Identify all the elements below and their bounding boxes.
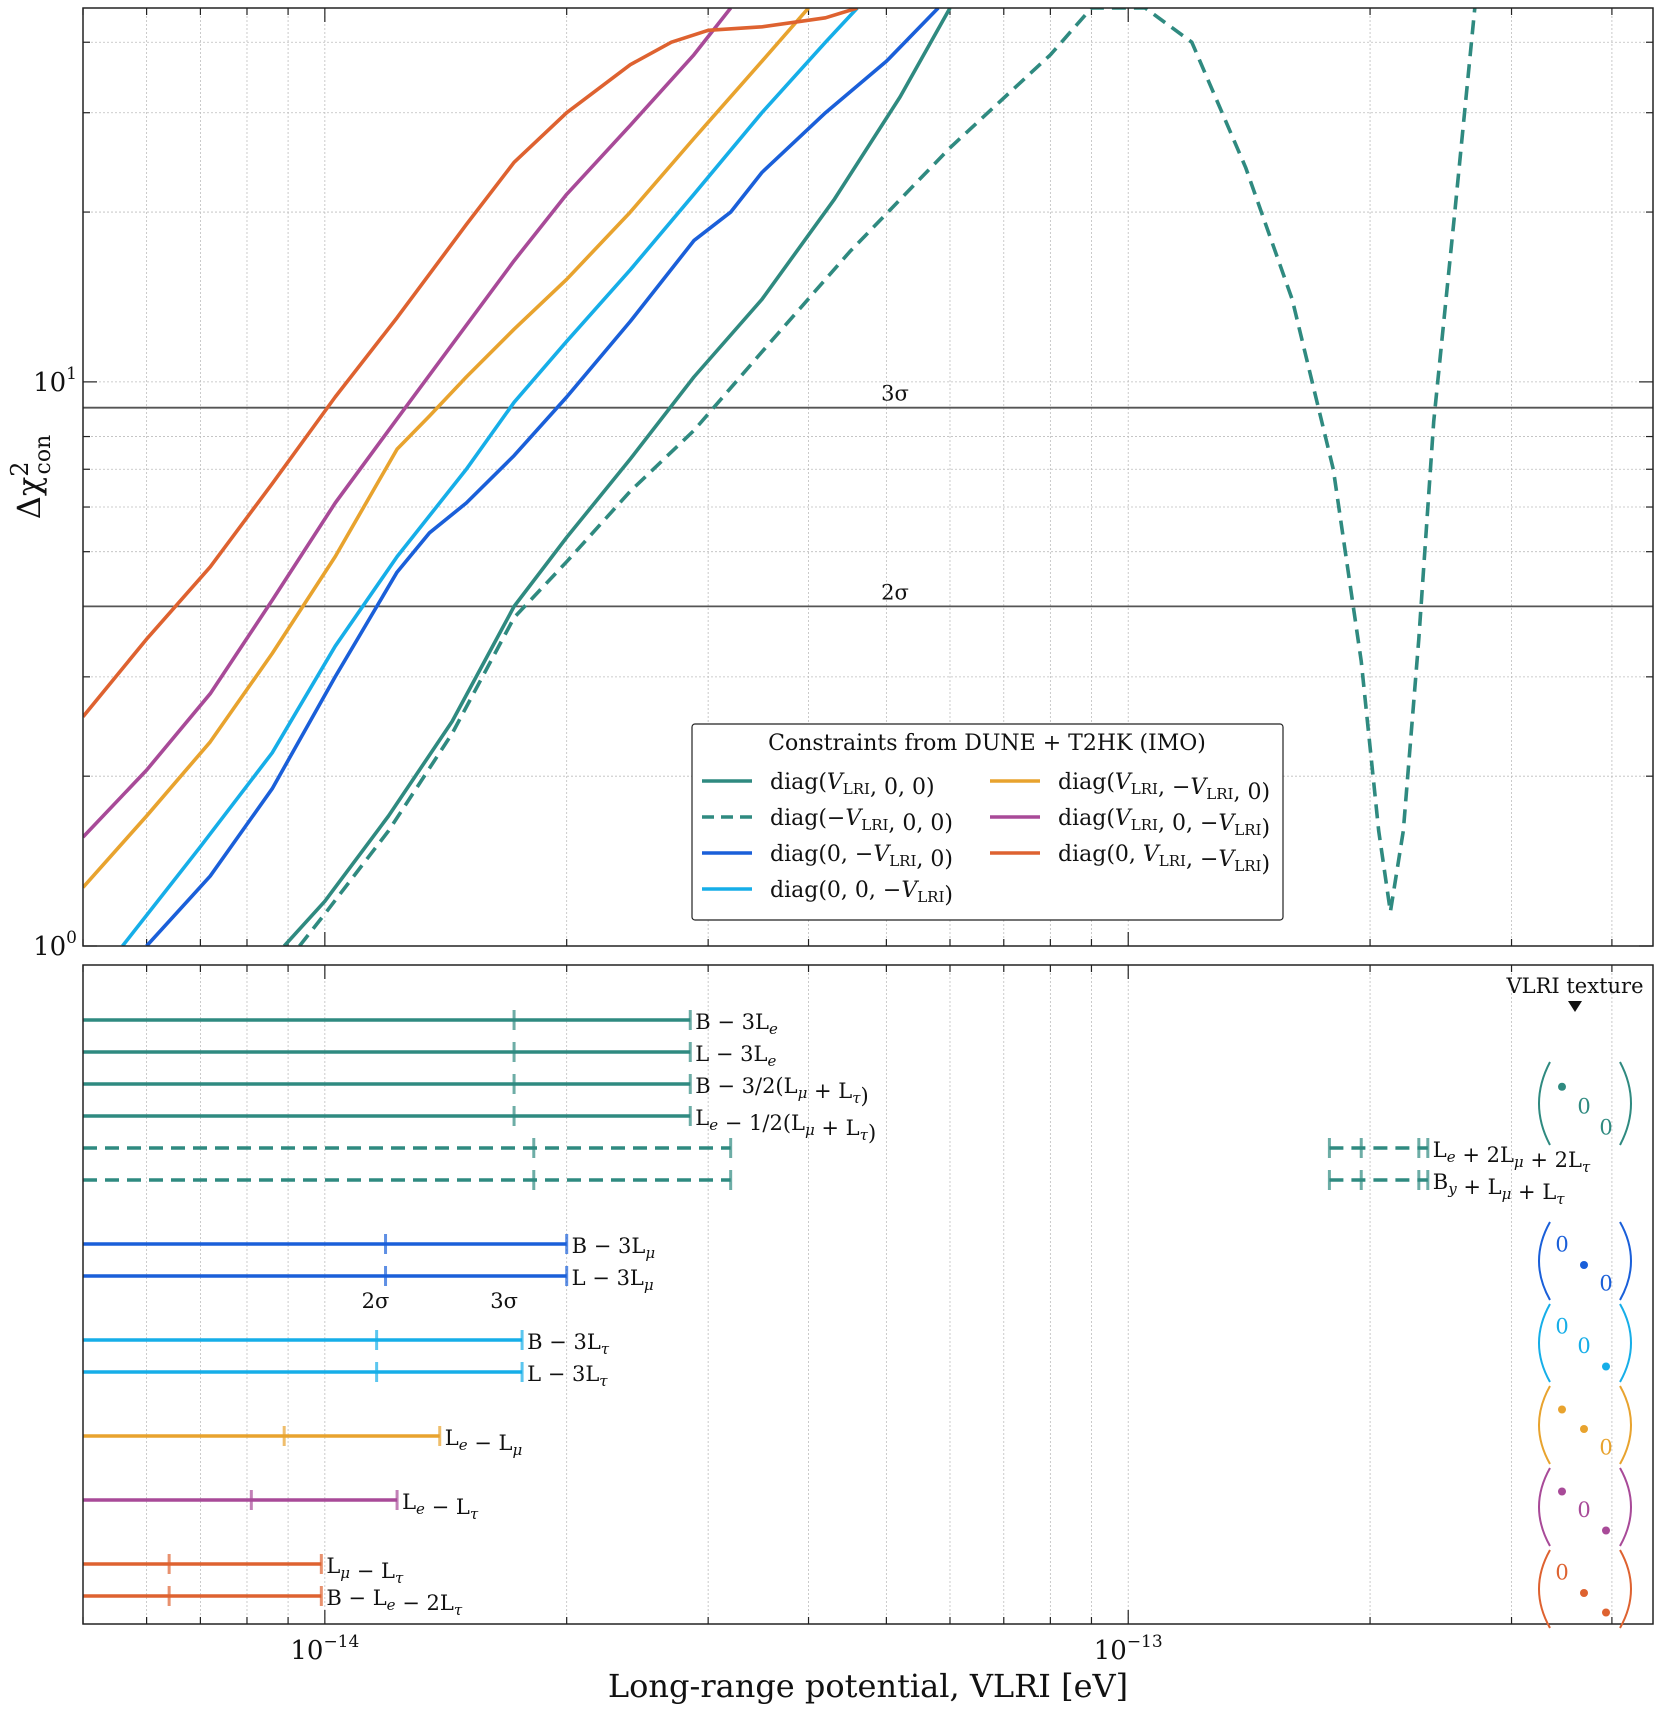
range-bar-label: Le − Lμ <box>445 1426 522 1459</box>
top-y-ticks: 100 101 <box>33 364 77 962</box>
legend-entry-label: diag(VLRI, 0, −VLRI) <box>1058 806 1270 841</box>
range-bars <box>83 1010 1430 1606</box>
x-tick-label: 10−14 <box>290 1632 359 1666</box>
matrix-entry-zero: 0 <box>1599 1115 1612 1139</box>
matrix-paren-right <box>1619 1221 1632 1301</box>
matrix-entry-zero: 0 <box>1599 1436 1612 1460</box>
range-bar-label: B − 3Le <box>695 1010 778 1038</box>
legend-entry-label: diag(VLRI, 0, 0) <box>770 770 935 800</box>
matrix-entry-dot <box>1602 1362 1610 1371</box>
sigma-label: 3σ <box>490 1289 518 1313</box>
matrix-entry-dot <box>1602 1526 1610 1535</box>
matrix-entry-zero: 0 <box>1577 1334 1590 1358</box>
range-bar-label: By + Lμ + Lτ <box>1433 1170 1565 1208</box>
range-bar-label: L − 3Lμ <box>572 1266 654 1294</box>
bottom-grid <box>82 965 1613 1624</box>
series-line <box>282 8 952 946</box>
range-bar-label: B − 3Lμ <box>572 1234 655 1262</box>
legend-title: Constraints from DUNE + T2HK (IMO) <box>768 731 1206 756</box>
range-bar-label: L − 3Lτ <box>527 1362 608 1390</box>
top-panel: 3σ 2σ 100 101 Δχ2con Constraints from DUNE… <box>6 7 1654 962</box>
matrix-paren-left <box>1538 1061 1551 1146</box>
matrix-entry-dot <box>1558 1082 1566 1091</box>
top-frame <box>82 7 1654 947</box>
range-bar-label: B − Le − 2Lτ <box>326 1586 462 1619</box>
matrix-paren-left <box>1538 1467 1551 1547</box>
range-bar-label: L − 3Le <box>695 1042 776 1070</box>
matrix-paren-left <box>1538 1303 1551 1383</box>
y-tick-label: 100 <box>33 928 77 962</box>
sigma-labels: 2σ 3σ <box>362 1289 518 1313</box>
matrix-paren-left <box>1538 1549 1551 1629</box>
range-bar-label: B − 3/2(Lμ + Lτ) <box>695 1074 869 1108</box>
range-bar-label: Le + 2Lμ + 2Lτ <box>1433 1138 1591 1176</box>
legend-box <box>691 723 1284 921</box>
legend-entry-label: diag(0, VLRI, −VLRI) <box>1058 842 1270 877</box>
series-line <box>83 8 733 839</box>
range-bar-label: Le − Lτ <box>402 1490 479 1523</box>
x-axis-title: Long-range potential, VLRI [eV] <box>608 1667 1128 1705</box>
texture-header: VLRI texture <box>1505 974 1643 998</box>
matrix-paren-right <box>1619 1061 1632 1146</box>
top-series <box>83 8 1477 946</box>
y-tick-label: 101 <box>33 364 77 398</box>
matrix-entry-dot <box>1580 1261 1588 1269</box>
matrix-entry-zero: 0 <box>1555 1561 1568 1585</box>
matrix-paren-left <box>1538 1385 1551 1465</box>
texture-pointer-icon <box>1568 1001 1582 1012</box>
matrix-entry-zero: 0 <box>1555 1315 1568 1339</box>
matrix-paren-left <box>1538 1221 1551 1301</box>
range-bar-label: Le − 1/2(Lμ + Lτ) <box>695 1106 876 1145</box>
range-bar-label: B − 3Lτ <box>527 1330 610 1358</box>
matrix-entry-dot <box>1558 1405 1566 1414</box>
bottom-frame <box>82 964 1654 1625</box>
x-ticks: 10−14 10−13 <box>290 1632 1162 1666</box>
sigma-line-label: 3σ <box>881 382 909 406</box>
matrix-entry-zero: 0 <box>1577 1498 1590 1522</box>
matrix-entry-dot <box>1580 1425 1588 1433</box>
legend: Constraints from DUNE + T2HK (IMO) diag(… <box>691 723 1284 921</box>
series-line <box>298 8 1477 946</box>
matrix-entry-dot <box>1602 1608 1610 1617</box>
legend-entry-label: diag(0, −VLRI, 0) <box>770 842 953 872</box>
x-tick-label: 10−13 <box>1094 1632 1163 1666</box>
series-line <box>83 8 858 718</box>
legend-items: diag(VLRI, 0, 0) diag(−VLRI, 0, 0) diag(0,… <box>702 770 1270 908</box>
matrix-entry-dot <box>1580 1589 1588 1597</box>
sigma-line-label: 2σ <box>881 580 909 604</box>
matrix-paren-right <box>1619 1467 1632 1547</box>
matrix-entry-zero: 0 <box>1555 1233 1568 1257</box>
series-line <box>83 8 810 889</box>
series-line <box>121 8 859 946</box>
matrix-entry-zero: 0 <box>1577 1095 1590 1119</box>
legend-entry-label: diag(VLRI, −VLRI, 0) <box>1058 770 1270 805</box>
matrix-paren-right <box>1619 1303 1632 1383</box>
matrix-paren-right <box>1619 1385 1632 1465</box>
matrix-entry-dot <box>1558 1487 1566 1496</box>
sigma-label: 2σ <box>362 1289 390 1313</box>
range-bar-label: Lμ − Lτ <box>326 1554 404 1587</box>
legend-entry-label: diag(−VLRI, 0, 0) <box>770 806 953 836</box>
sigma-lines: 3σ 2σ <box>83 382 1653 608</box>
range-labels: B − 3Le L − 3Le B − 3/2(Lμ + Lτ)Le − 1/2(L… <box>326 1010 1591 1619</box>
y-axis-title: Δχ2con <box>6 435 56 520</box>
series-line <box>145 8 940 946</box>
matrix-paren-right <box>1619 1549 1632 1629</box>
bottom-panel: B − 3Le L − 3Le B − 3/2(Lμ + Lτ)Le − 1/2(L… <box>82 964 1654 1705</box>
legend-entry-label: diag(0, 0, −VLRI) <box>770 878 953 908</box>
matrix-entry-zero: 0 <box>1599 1272 1612 1296</box>
